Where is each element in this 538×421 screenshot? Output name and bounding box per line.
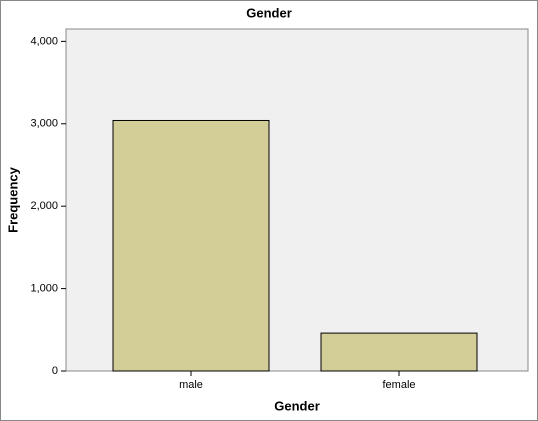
x-axis-label: Gender	[274, 398, 320, 413]
y-tick-label: 0	[52, 365, 58, 377]
y-axis-label: Frequency	[5, 166, 20, 233]
x-tick-label: female	[382, 379, 415, 391]
bar	[112, 119, 270, 372]
y-tick-label: 1,000	[30, 282, 58, 294]
y-tick-label: 2,000	[30, 200, 58, 212]
bar	[320, 332, 478, 372]
chart-title: Gender	[246, 5, 292, 20]
y-tick-label: 4,000	[30, 35, 58, 47]
y-tick-label: 3,000	[30, 118, 58, 130]
x-tick-label: male	[179, 379, 203, 391]
